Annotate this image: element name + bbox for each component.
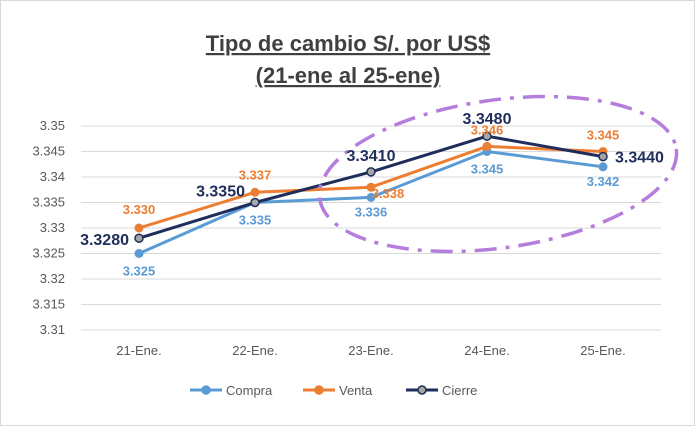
point-venta (482, 141, 492, 151)
y-tick-label: 3.33 (40, 220, 65, 235)
series-lines (134, 131, 608, 258)
data-label-cierre: 3.3350 (196, 184, 245, 201)
y-tick-label: 3.35 (40, 118, 65, 133)
data-label-venta: 3.330 (123, 202, 156, 217)
y-tick-label: 3.325 (32, 246, 65, 261)
data-label-venta: 3.338 (372, 186, 405, 201)
y-tick-label: 3.315 (32, 297, 65, 312)
highlight-ellipse-shape (317, 94, 679, 254)
legend-label: Compra (226, 383, 273, 398)
point-compra (598, 162, 608, 172)
data-label-cierre: 3.3480 (463, 111, 512, 128)
data-label-cierre: 3.3280 (80, 232, 129, 249)
chart-title-line-2: (21-ene al 25-ene) (256, 63, 441, 88)
highlight-ellipse (317, 94, 679, 254)
point-cierre (598, 151, 608, 162)
x-tick-label: 25-Ene. (580, 343, 626, 358)
legend-swatch-marker (314, 385, 324, 395)
data-label-compra: 3.325 (123, 264, 156, 279)
data-label-cierre: 3.3410 (347, 148, 396, 165)
chart-title-line-1: Tipo de cambio S/. por US$ (206, 31, 490, 56)
legend-label: Venta (339, 383, 373, 398)
legend: Compra Venta Cierre (190, 383, 477, 398)
point-cierre (366, 167, 376, 177)
point-cierre (134, 233, 144, 243)
point-cierre (250, 197, 260, 208)
y-axis-ticks: 3.31 3.315 3.32 3.325 3.33 3.335 3.34 3.345 3.35 (32, 118, 65, 337)
data-label-compra: 3.335 (239, 213, 272, 228)
data-label-venta: 3.346 (471, 122, 504, 137)
legend-swatch-marker (417, 385, 427, 395)
x-tick-label: 22-Ene. (232, 343, 278, 358)
point-venta (250, 187, 260, 197)
x-axis-ticks: 21-Ene. 22-Ene. 23-Ene. 24-Ene. 25-Ene. (116, 343, 626, 358)
point-venta (366, 182, 376, 192)
y-tick-label: 3.335 (32, 195, 65, 210)
point-compra (134, 249, 144, 258)
y-tick-label: 3.345 (32, 144, 65, 159)
y-tick-label: 3.32 (40, 271, 65, 286)
data-label-venta: 3.345 (587, 128, 620, 143)
data-label-cierre: 3.3440 (615, 150, 664, 167)
legend-label: Cierre (442, 383, 477, 398)
data-label-compra: 3.336 (355, 204, 388, 219)
gridlines (81, 125, 661, 331)
y-tick-label: 3.34 (40, 169, 65, 184)
data-label-compra: 3.345 (471, 162, 504, 177)
x-tick-label: 21-Ene. (116, 343, 162, 358)
point-venta (134, 223, 144, 233)
x-tick-label: 24-Ene. (464, 343, 510, 358)
point-compra (366, 192, 376, 202)
data-labels: 3.325 3.335 3.336 3.345 3.342 3.330 3.337 3.338… (80, 111, 664, 278)
y-tick-label: 3.31 (40, 322, 65, 337)
x-tick-label: 23-Ene. (348, 343, 394, 358)
data-label-venta: 3.337 (239, 167, 272, 182)
point-cierre (482, 131, 492, 141)
data-label-compra: 3.342 (587, 174, 620, 189)
legend-swatch-marker (201, 385, 211, 395)
